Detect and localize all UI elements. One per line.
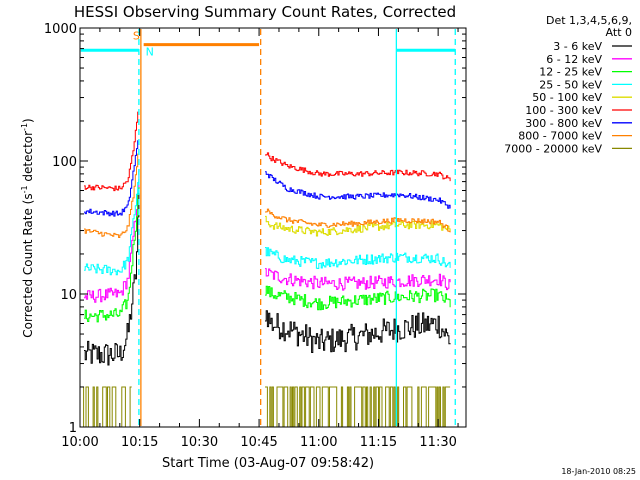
- annotation-label-8: S: [133, 29, 140, 42]
- legend-header-attenuator: Att 0: [606, 26, 632, 39]
- y-tick-label-0: 1: [69, 421, 77, 436]
- y-axis-label-sup2: -1: [20, 123, 29, 131]
- series-1: [84, 170, 451, 303]
- legend-label-5: 100 - 300 keV: [525, 104, 602, 117]
- y-tick-label-3: 1000: [44, 22, 77, 37]
- y-axis-label-main: Corrected Count Rate (s: [21, 193, 35, 337]
- y-axis-label-end: ): [21, 118, 35, 123]
- series-5-segment-0: [84, 111, 139, 192]
- y-axis-label-mid: detector: [21, 131, 35, 186]
- series-2-segment-0: [84, 187, 140, 323]
- y-tick-label-2: 100: [52, 155, 77, 170]
- legend-label-3: 25 - 50 keV: [539, 78, 602, 91]
- x-tick-label-6: 11:30: [419, 435, 456, 450]
- generation-timestamp: 18-Jan-2010 08:25: [561, 467, 636, 476]
- x-tick-label-1: 10:15: [121, 435, 158, 450]
- legend-label-8: 7000 - 20000 keV: [504, 142, 602, 155]
- series-6-segment-1: [265, 171, 451, 209]
- series-layer: [80, 111, 451, 428]
- series-3-segment-0: [84, 169, 140, 276]
- legend-label-0: 3 - 6 keV: [553, 40, 602, 53]
- series-7-segment-1: [265, 208, 451, 233]
- legend-label-6: 300 - 800 keV: [525, 117, 602, 130]
- series-1-segment-1: [265, 268, 451, 291]
- series-2: [84, 187, 451, 323]
- legend-label-1: 6 - 12 keV: [546, 53, 602, 66]
- y-tick-label-1: 10: [60, 288, 77, 303]
- x-axis-label: Start Time (03-Aug-07 09:58:42): [162, 456, 374, 471]
- x-tick-label-2: 10:30: [181, 435, 218, 450]
- legend-label-2: 12 - 25 keV: [539, 66, 602, 79]
- series-8-segment-1: [265, 386, 451, 428]
- series-0: [84, 193, 451, 366]
- legend-label-7: 800 - 7000 keV: [518, 130, 602, 143]
- x-tick-label-5: 11:15: [360, 435, 397, 450]
- y-axis-label: Corrected Count Rate (s-1 detector-1): [20, 118, 35, 337]
- series-7-segment-0: [84, 153, 139, 238]
- series-6-segment-0: [84, 140, 139, 217]
- series-2-segment-1: [265, 285, 451, 311]
- series-6: [84, 140, 451, 217]
- tick-layer: 10:00 10:15 10:30 10:45 11:00 11:15 11:30 1 10 10…: [44, 22, 466, 450]
- x-tick-label-4: 11:00: [300, 435, 337, 450]
- series-3-segment-1: [265, 247, 451, 269]
- series-3: [84, 169, 451, 276]
- annotation-label-9: N: [146, 46, 154, 59]
- axes-frame: [79, 27, 467, 428]
- legend-header-detectors: Det 1,3,4,5,6,9,: [546, 14, 632, 27]
- series-0-segment-0: [84, 193, 140, 366]
- series-0-segment-1: [265, 310, 451, 353]
- legend-label-4: 50 - 100 keV: [532, 91, 602, 104]
- series-5: [84, 111, 451, 192]
- series-7: [84, 153, 451, 238]
- y-axis-label-sup1: -1: [20, 185, 29, 193]
- series-1-segment-0: [84, 170, 140, 303]
- chart-title: HESSI Observing Summary Count Rates, Cor…: [74, 3, 456, 21]
- annotation-layer: SN: [80, 29, 456, 426]
- x-tick-label-3: 10:45: [240, 435, 277, 450]
- x-tick-label-0: 10:00: [61, 435, 98, 450]
- series-5-segment-1: [265, 152, 451, 182]
